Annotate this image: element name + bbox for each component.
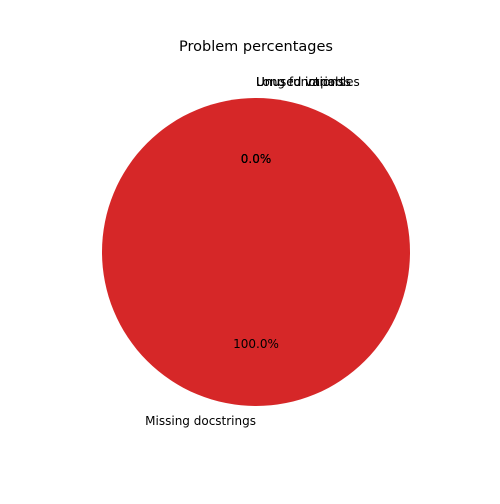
slice-label-missing-docstrings: Missing docstrings — [145, 414, 256, 428]
pie-slices — [102, 98, 410, 406]
slice-pct-long-functions: 0.0% — [241, 152, 272, 166]
slice-pct-missing-docstrings: 100.0% — [233, 337, 279, 351]
slice-label-long-functions: Long functions — [256, 75, 344, 89]
slice-label-unused-imports: Unused imports — [256, 75, 351, 89]
pie-slice-missing-docstrings — [102, 98, 410, 406]
chart-title: Problem percentages — [179, 39, 333, 55]
slice-pct-unused-imports: 0.0% — [241, 152, 272, 166]
slice-pct-unused-variables: 0.0% — [241, 152, 272, 166]
slice-label-unused-variables: Unused variables — [256, 75, 360, 89]
